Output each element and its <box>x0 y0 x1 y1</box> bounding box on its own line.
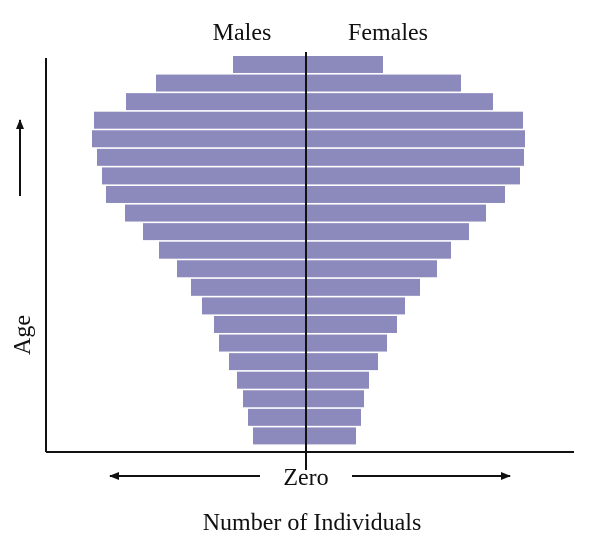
y-axis-label: Age <box>10 315 36 355</box>
male-bar-3 <box>94 111 306 129</box>
female-bar-9 <box>306 223 469 241</box>
male-bar-11 <box>177 260 306 278</box>
female-bar-11 <box>306 260 437 278</box>
female-bar-16 <box>306 353 378 371</box>
male-bar-9 <box>143 223 306 241</box>
male-bar-16 <box>229 353 306 371</box>
female-bar-17 <box>306 371 369 389</box>
male-bar-8 <box>125 204 306 222</box>
x-axis-label: Number of Individuals <box>203 510 422 536</box>
center-zero-label: Zero <box>283 465 328 491</box>
female-bar-12 <box>306 278 420 296</box>
male-bar-17 <box>237 371 306 389</box>
male-bar-0 <box>233 56 306 73</box>
male-bar-12 <box>191 278 306 296</box>
male-bar-19 <box>248 408 306 426</box>
female-bar-18 <box>306 390 364 408</box>
legend-males: Males <box>213 20 272 46</box>
male-bar-4 <box>92 130 306 148</box>
female-bar-4 <box>306 130 525 148</box>
male-bar-13 <box>202 297 306 315</box>
female-bar-2 <box>306 93 493 111</box>
male-bar-18 <box>243 390 306 408</box>
female-bar-5 <box>306 148 524 166</box>
male-bar-6 <box>102 167 306 185</box>
male-bar-20 <box>253 427 306 445</box>
female-bar-3 <box>306 111 523 129</box>
male-bar-7 <box>106 186 306 203</box>
female-bar-7 <box>306 186 505 203</box>
female-bar-15 <box>306 334 387 352</box>
female-bar-20 <box>306 427 356 445</box>
female-bar-1 <box>306 74 461 92</box>
legend-females: Females <box>348 20 428 46</box>
male-bar-5 <box>97 148 306 166</box>
male-bar-1 <box>156 74 306 92</box>
male-bar-14 <box>214 316 306 333</box>
male-bar-2 <box>126 93 306 111</box>
female-bar-14 <box>306 316 397 333</box>
male-bar-15 <box>219 334 306 352</box>
female-bar-0 <box>306 56 383 73</box>
female-bar-6 <box>306 167 520 185</box>
female-bar-19 <box>306 408 361 426</box>
female-bar-8 <box>306 204 486 222</box>
bars-group <box>92 56 525 445</box>
female-bar-10 <box>306 241 451 259</box>
male-bar-10 <box>159 241 306 259</box>
female-bar-13 <box>306 297 405 315</box>
